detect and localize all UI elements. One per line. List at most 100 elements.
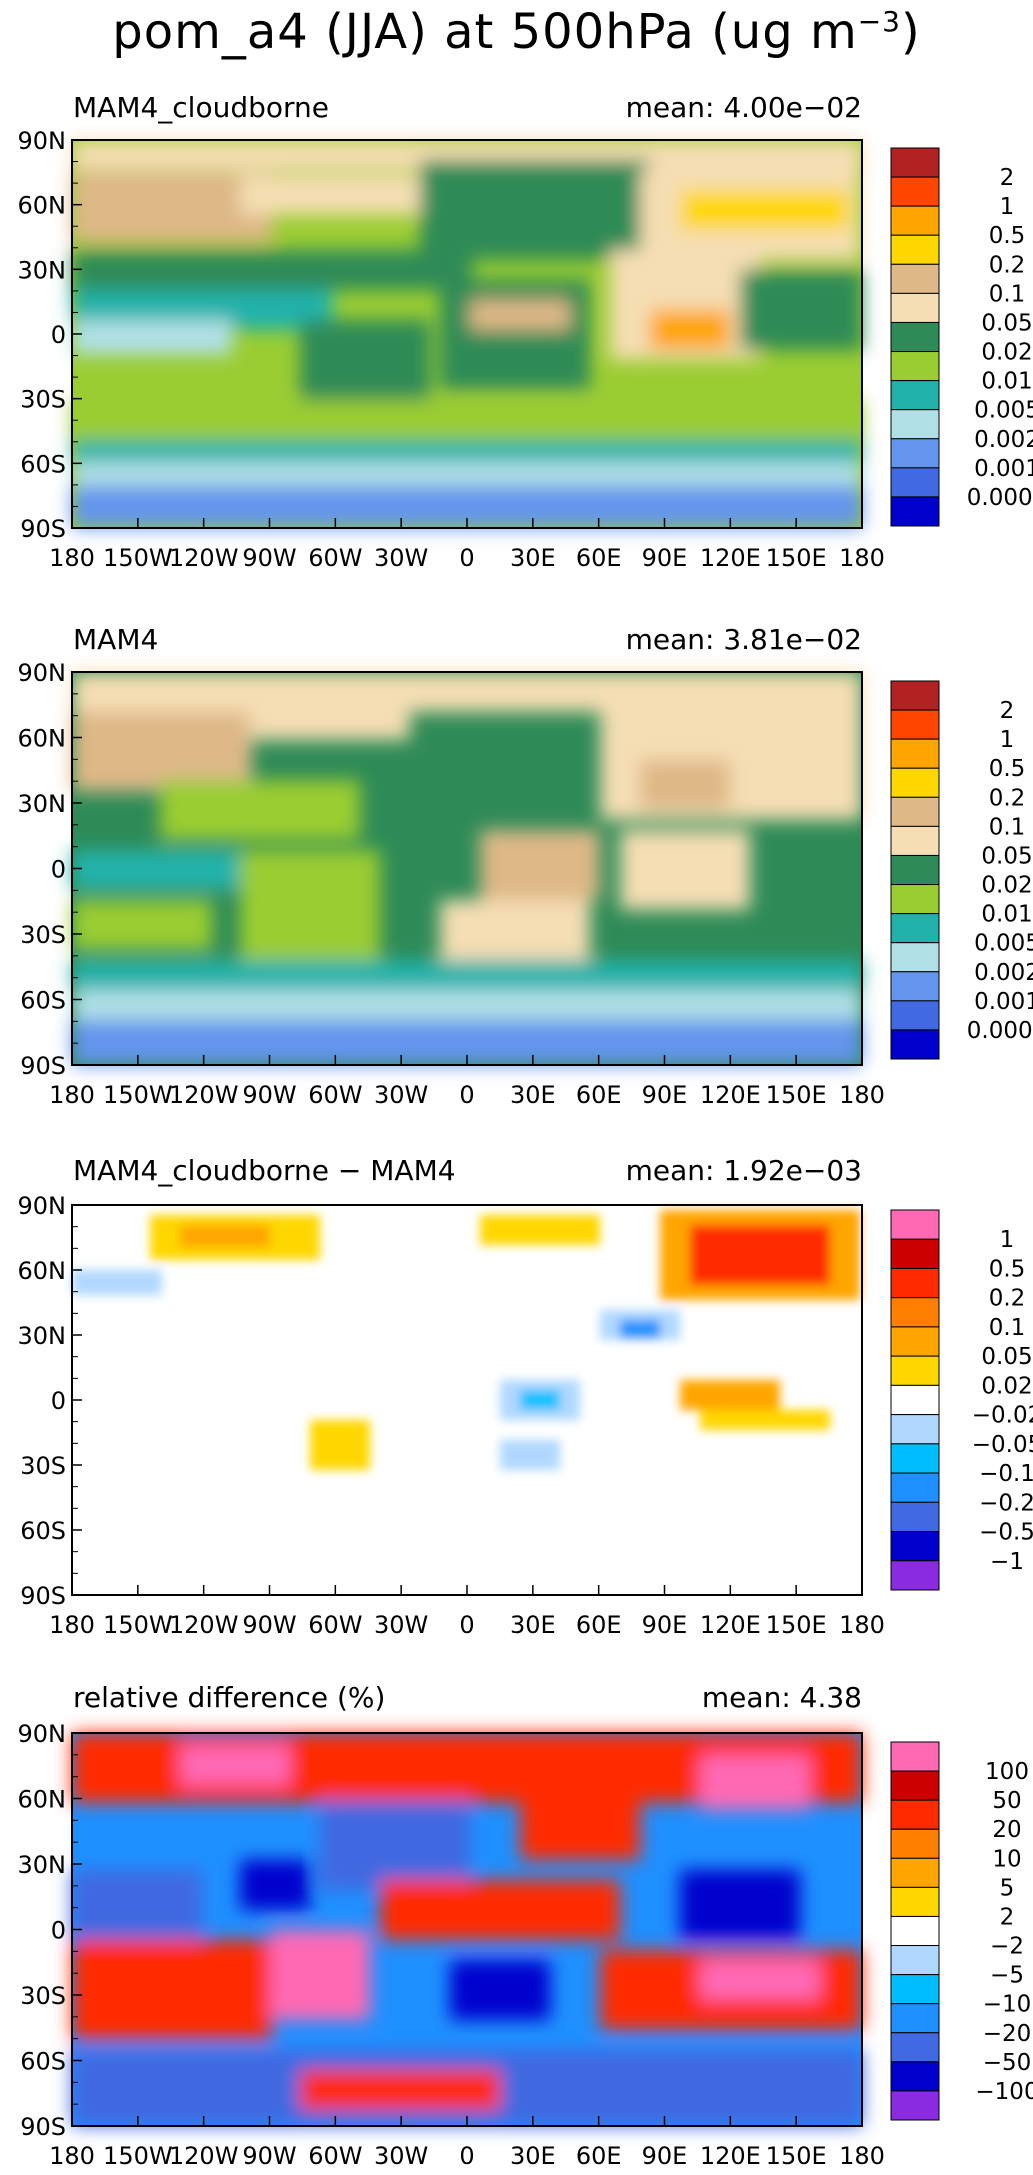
colorbar-swatch <box>890 409 940 440</box>
colorbar-label: 1 <box>1000 727 1015 753</box>
y-tick-label: 90S <box>20 1052 66 1080</box>
colorbar-label: 0.002 <box>974 960 1033 986</box>
y-tick-label: 30S <box>20 1452 66 1480</box>
colorbar-swatch <box>890 913 940 944</box>
title-main: pom_a4 (JJA) at 500hPa (ug m <box>112 4 858 60</box>
colorbar-label: 0.02 <box>981 1373 1032 1399</box>
x-tick-label: 180 <box>839 2142 885 2170</box>
colorbar-label: 0.01 <box>981 369 1032 395</box>
x-tick-label: 0 <box>459 1611 474 1639</box>
colorbar-label: 0.2 <box>989 252 1026 278</box>
x-tick-label: 180 <box>839 544 885 572</box>
x-tick-label: 150E <box>766 544 827 572</box>
colorbar-label: 20 <box>992 1817 1021 1843</box>
x-tick-label: 60E <box>576 1081 622 1109</box>
colorbar-label: 50 <box>992 1788 1021 1814</box>
x-tick-label: 30W <box>374 2142 428 2170</box>
colorbar-swatch <box>890 1974 940 2005</box>
colorbar-swatch <box>890 1029 940 1060</box>
y-tick-label: 90N <box>18 127 67 155</box>
panel-2-label: MAM4 <box>73 623 158 656</box>
x-tick-label: 90E <box>642 544 688 572</box>
colorbar-swatch <box>890 205 940 236</box>
panel-1: MAM4_cloudborne mean: 4.00e−02 <box>71 91 863 529</box>
colorbar-label: −0.05 <box>972 1432 1033 1458</box>
colorbar-swatch <box>890 1209 940 1240</box>
colorbar-label: 0.05 <box>981 1344 1032 1370</box>
panel-1-map <box>71 139 863 529</box>
colorbar-swatch <box>890 1267 940 1299</box>
y-tick-label: 90N <box>18 1192 67 1220</box>
colorbar-swatch <box>890 438 940 469</box>
colorbar-label: 0.5 <box>989 223 1026 249</box>
x-tick-label: 120E <box>700 1081 761 1109</box>
colorbar-label: 0.0005 <box>967 485 1033 511</box>
colorbar-swatch <box>890 2032 940 2063</box>
y-tick-label: 30S <box>20 386 66 414</box>
y-tick-label: 30S <box>20 921 66 949</box>
colorbar-swatch <box>890 234 940 265</box>
colorbar-label: 0.02 <box>981 340 1032 366</box>
panel-3-colorbar: 1 0.5 0.2 0.1 0.05 0.02 −0.02 −0.05 −0.1 −0.2 −0.5… <box>890 1209 1033 1591</box>
panel-1-mean: mean: 4.00e−02 <box>626 91 862 124</box>
x-tick-label: 150E <box>766 1611 827 1639</box>
y-tick-label: 0 <box>51 1917 66 1945</box>
colorbar-swatch <box>890 1384 940 1416</box>
colorbar-label: −5 <box>990 1963 1024 1989</box>
x-tick-label: 180 <box>49 544 95 572</box>
colorbar-swatch <box>890 1741 940 1772</box>
colorbar-swatch <box>890 1326 940 1357</box>
colorbar-label: −0.2 <box>979 1490 1033 1516</box>
legend-layer: 2 1 0.5 0.2 0.1 0.05 0.02 0.01 0.005 0.002 0.001 0.… <box>890 147 1033 2121</box>
x-tick-label: 60W <box>308 1081 362 1109</box>
y-tick-label: 30N <box>18 1322 67 1350</box>
x-tick-label: 180 <box>49 2142 95 2170</box>
x-tick-label: 150W <box>103 544 173 572</box>
panel-4-mean: mean: 4.38 <box>702 1681 862 1714</box>
y-tick-label: 90S <box>20 2113 66 2141</box>
colorbar-swatch <box>890 147 940 178</box>
panel-4-label: relative difference (%) <box>73 1681 385 1714</box>
colorbar-swatch <box>890 292 940 323</box>
x-tick-label: 120E <box>700 544 761 572</box>
x-tick-label: 150W <box>103 1611 173 1639</box>
panel-3: MAM4_cloudborne − MAM4 mean: 1.92e−03 <box>71 1154 863 1596</box>
y-tick-label: 90N <box>18 1720 67 1748</box>
y-tick-label: 60N <box>18 1257 67 1285</box>
colorbar-swatch <box>890 1799 940 1830</box>
colorbar-label: 0.1 <box>989 281 1026 307</box>
x-tick-label: 60W <box>308 2142 362 2170</box>
colorbar-swatch <box>890 1828 940 1859</box>
x-tick-label: 180 <box>839 1611 885 1639</box>
colorbar-swatch <box>890 351 940 382</box>
colorbar-label: 100 <box>985 1759 1029 1785</box>
y-tick-label: 30S <box>20 1982 66 2010</box>
x-tick-label: 30W <box>374 1081 428 1109</box>
colorbar-swatch <box>890 942 940 973</box>
colorbar-label: 0.5 <box>989 756 1026 782</box>
colorbar-label: −20 <box>983 2021 1032 2047</box>
x-tick-label: 60E <box>576 1611 622 1639</box>
x-tick-label: 60W <box>308 1611 362 1639</box>
x-tick-label: 90E <box>642 1611 688 1639</box>
x-tick-label: 180 <box>49 1611 95 1639</box>
colorbar-swatch <box>890 2061 940 2092</box>
colorbar-swatch <box>890 1472 940 1503</box>
panel-1-label: MAM4_cloudborne <box>73 91 329 124</box>
x-tick-label: 180 <box>839 1081 885 1109</box>
panel-2-mean: mean: 3.81e−02 <box>626 623 862 656</box>
y-tick-label: 60N <box>18 725 67 753</box>
colorbar-label: 0.002 <box>974 427 1033 453</box>
colorbar-label: 5 <box>1000 1875 1015 1901</box>
x-tick-label: 90W <box>242 544 296 572</box>
y-tick-label: 30N <box>18 1851 67 1879</box>
colorbar-swatch <box>890 467 940 498</box>
colorbar-label: 0.2 <box>989 785 1026 811</box>
colorbar-label: −1 <box>990 1549 1024 1575</box>
x-tick-label: 120W <box>169 2142 239 2170</box>
x-tick-label: 120W <box>169 544 239 572</box>
colorbar-swatch <box>890 854 940 886</box>
colorbar-label: −0.1 <box>979 1461 1033 1487</box>
x-tick-label: 30E <box>510 1611 556 1639</box>
colorbar-swatch <box>890 321 940 353</box>
